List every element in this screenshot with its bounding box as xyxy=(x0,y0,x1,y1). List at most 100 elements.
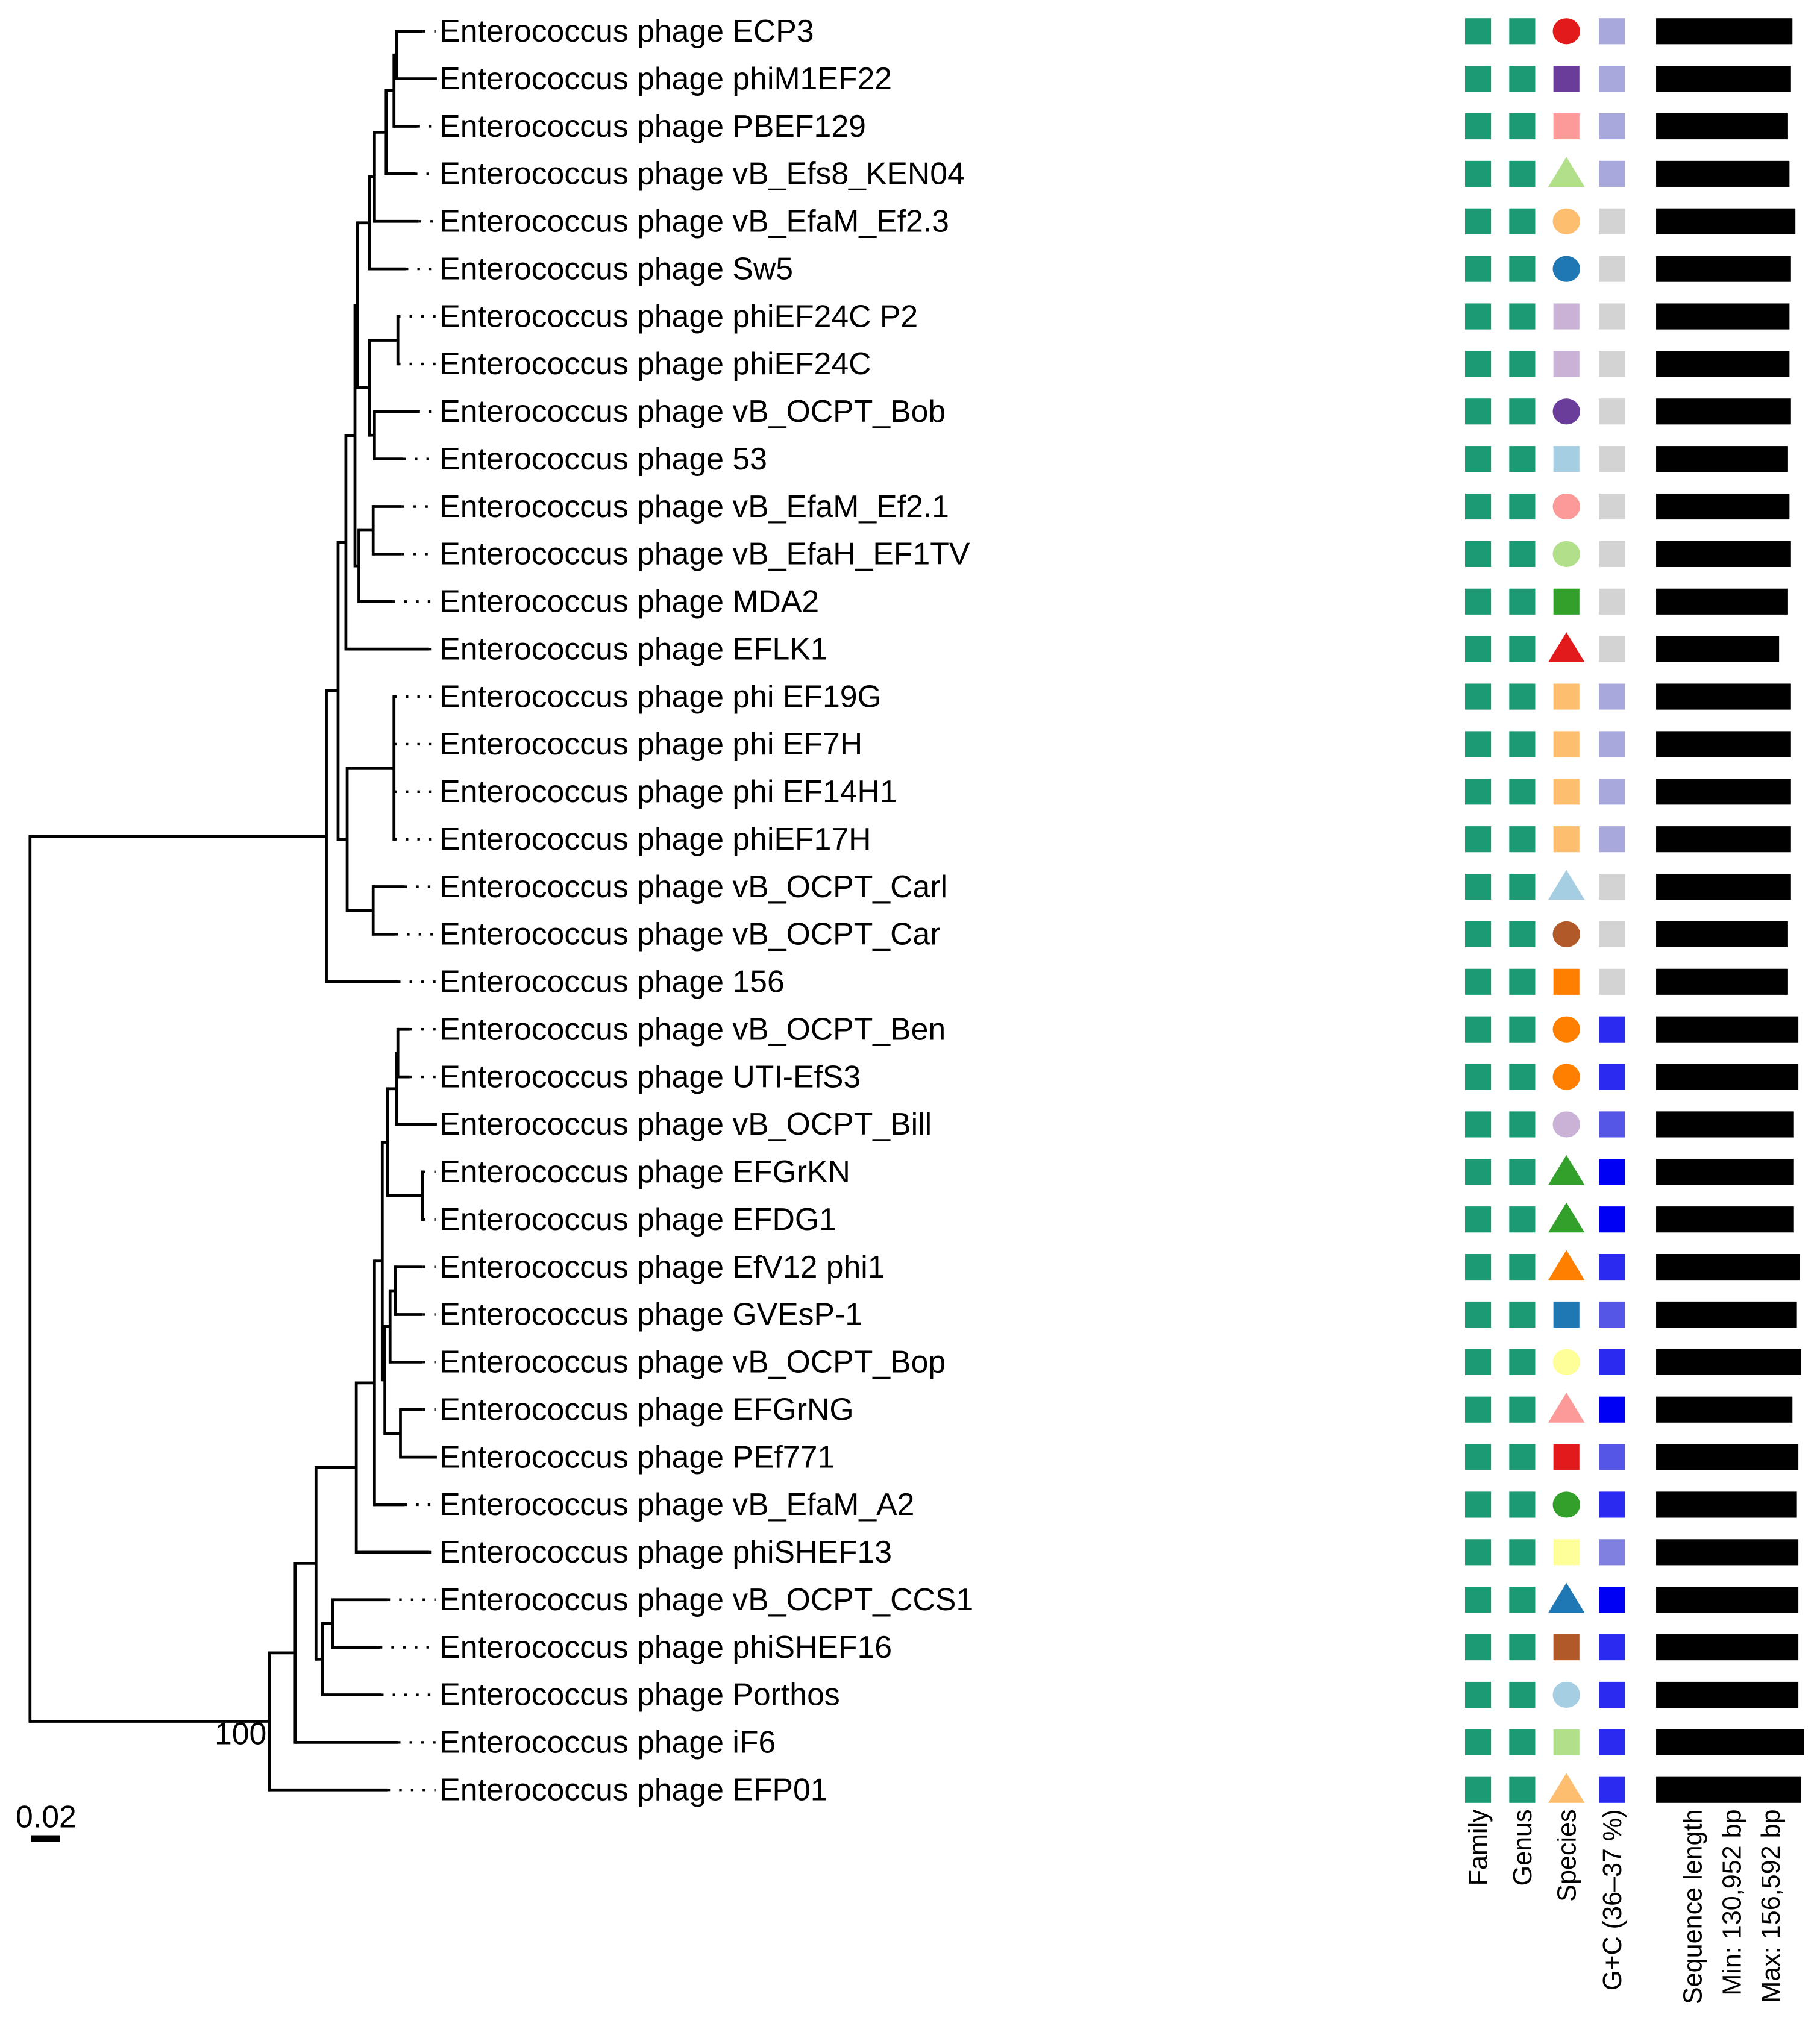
taxon-label-highlighted: Enterococcus phage vB_Efs8_KEN04 xyxy=(439,156,965,191)
family-marker xyxy=(1464,18,1492,45)
gc-content-marker xyxy=(1599,636,1625,662)
taxon-label: Enterococcus phage 53 xyxy=(439,441,767,476)
taxon-label: Enterococcus phage vB_OCPT_Ben xyxy=(439,1011,946,1046)
taxon-label: Enterococcus phage PEf771 xyxy=(439,1439,835,1474)
species-marker-circle xyxy=(1552,541,1580,567)
family-marker xyxy=(1464,1491,1492,1518)
species-marker-triangle xyxy=(1548,1393,1585,1423)
sequence-length-bar xyxy=(1656,66,1791,92)
family-marker xyxy=(1464,636,1492,662)
species-marker-triangle xyxy=(1548,1250,1585,1281)
species-marker-circle xyxy=(1552,1681,1580,1708)
gc-content-marker xyxy=(1599,1349,1625,1375)
family-marker xyxy=(1464,1206,1492,1233)
species-marker-square xyxy=(1553,113,1580,140)
gc-content-marker xyxy=(1599,1159,1625,1185)
species-marker-square xyxy=(1553,779,1580,805)
gc-content-marker xyxy=(1599,731,1625,757)
genus-marker xyxy=(1509,1681,1536,1708)
genus-marker xyxy=(1509,256,1536,282)
sequence-length-bar xyxy=(1656,541,1791,567)
genus-marker xyxy=(1509,779,1536,805)
genus-marker xyxy=(1509,1111,1536,1138)
sequence-length-bar xyxy=(1656,256,1791,282)
sequence-length-bar xyxy=(1656,1301,1797,1328)
species-marker-circle xyxy=(1552,493,1580,520)
family-marker xyxy=(1464,1729,1492,1755)
genus-marker xyxy=(1509,351,1536,377)
genus-marker xyxy=(1509,1301,1536,1328)
taxon-label: Enterococcus phage Porthos xyxy=(439,1677,840,1712)
genus-marker xyxy=(1509,541,1536,567)
species-marker-circle xyxy=(1552,208,1580,234)
sequence-length-bar xyxy=(1656,398,1791,425)
scale-bar xyxy=(31,1835,60,1842)
taxon-label: Enterococcus phage vB_OCPT_CCS1 xyxy=(439,1582,973,1617)
sequence-length-bar xyxy=(1656,493,1790,520)
taxon-label: Enterococcus phage EFP01 xyxy=(439,1772,827,1807)
genus-marker xyxy=(1509,1396,1536,1423)
taxon-label: Enterococcus phage iF6 xyxy=(439,1725,776,1760)
taxon-label: Enterococcus phage EFLK1 xyxy=(439,631,827,666)
sequence-length-bar xyxy=(1656,1729,1804,1755)
gc-content-marker xyxy=(1599,968,1625,995)
header-species: Species xyxy=(1552,1809,1581,1901)
gc-content-marker xyxy=(1599,921,1625,948)
scale-bar-label: 0.02 xyxy=(16,1799,77,1834)
family-marker xyxy=(1464,683,1492,710)
family-marker xyxy=(1464,1349,1492,1375)
header-gc: G+C (36–37 %) xyxy=(1598,1809,1627,1990)
sequence-length-bar xyxy=(1656,1206,1794,1233)
species-marker-square xyxy=(1553,303,1580,330)
genus-marker xyxy=(1509,398,1536,425)
family-marker xyxy=(1464,826,1492,853)
sequence-length-bar xyxy=(1656,1016,1799,1043)
sequence-length-bar xyxy=(1656,1681,1799,1708)
sequence-length-bar xyxy=(1656,1539,1799,1566)
genus-marker xyxy=(1509,1016,1536,1043)
gc-content-marker xyxy=(1599,1111,1625,1138)
family-marker xyxy=(1464,160,1492,187)
taxon-label: Enterococcus phage vB_OCPT_Bop xyxy=(439,1344,946,1379)
genus-marker xyxy=(1509,588,1536,615)
taxon-label: Enterococcus phage PBEF129 xyxy=(439,108,866,143)
species-marker-triangle xyxy=(1548,1582,1585,1613)
taxon-label: Enterococcus phage phiM1EF22 xyxy=(439,61,892,96)
species-marker-triangle xyxy=(1548,1202,1585,1233)
family-marker xyxy=(1464,921,1492,948)
family-marker xyxy=(1464,351,1492,377)
taxon-label: Enterococcus phage vB_OCPT_Car xyxy=(439,917,940,952)
column-headers: Family Genus Species G+C (36–37 %) Seque… xyxy=(1464,1809,1786,2004)
gc-content-marker xyxy=(1599,18,1625,45)
gc-content-marker xyxy=(1599,1681,1625,1708)
taxon-label: Enterococcus phage phiEF17H xyxy=(439,821,871,856)
taxon-label: Enterococcus phage phiEF24C P2 xyxy=(439,298,918,333)
taxon-label: Enterococcus phage vB_OCPT_Bill xyxy=(439,1106,932,1141)
sequence-length-bar xyxy=(1656,683,1791,710)
taxon-label: Enterococcus phage phiSHEF16 xyxy=(439,1629,892,1664)
species-marker-triangle xyxy=(1548,632,1585,662)
species-marker-circle xyxy=(1552,1349,1580,1375)
gc-content-marker xyxy=(1599,398,1625,425)
gc-content-marker xyxy=(1599,826,1625,853)
taxon-label: Enterococcus phage EFGrNG xyxy=(439,1391,853,1426)
gc-content-marker xyxy=(1599,1396,1625,1423)
species-marker-circle xyxy=(1552,1491,1580,1518)
taxon-label: Enterococcus phage vB_EfaM_Ef2.3 xyxy=(439,204,949,239)
family-marker xyxy=(1464,779,1492,805)
family-marker xyxy=(1464,873,1492,900)
genus-marker xyxy=(1509,208,1536,234)
gc-content-marker xyxy=(1599,1064,1625,1090)
gc-content-marker xyxy=(1599,1634,1625,1661)
family-marker xyxy=(1464,1539,1492,1566)
gc-content-marker xyxy=(1599,683,1625,710)
gc-content-marker xyxy=(1599,1491,1625,1518)
taxon-label: Enterococcus phage phi EF19G xyxy=(439,679,882,713)
genus-marker xyxy=(1509,160,1536,187)
genus-marker xyxy=(1509,921,1536,948)
family-marker xyxy=(1464,208,1492,234)
genus-marker xyxy=(1509,1587,1536,1613)
species-marker-square xyxy=(1553,351,1580,377)
header-family: Family xyxy=(1464,1809,1493,1886)
species-marker-square xyxy=(1553,1301,1580,1328)
